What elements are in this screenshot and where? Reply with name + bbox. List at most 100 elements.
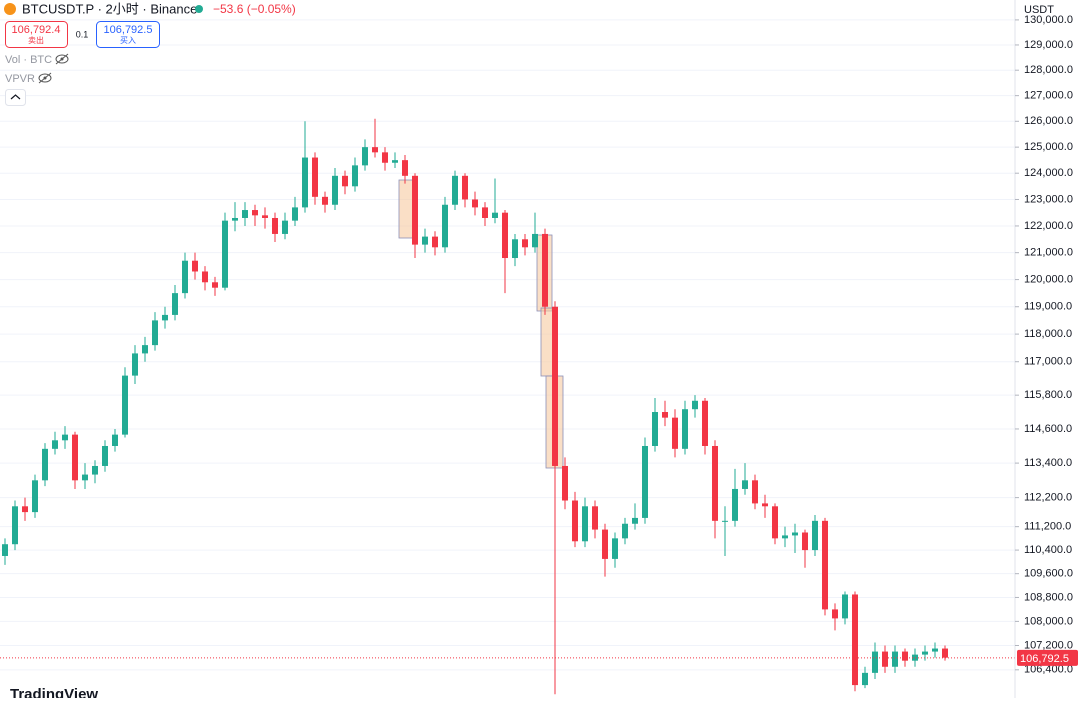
candle-body [302, 157, 308, 208]
candle-body [42, 448, 48, 481]
buy-label[interactable]: 买入 [120, 36, 136, 45]
candle-body [372, 147, 378, 153]
candle-body [492, 212, 498, 218]
candle-body [142, 345, 148, 354]
y-tick-label: 117,000.0 [1024, 356, 1072, 368]
eye-icon[interactable] [55, 53, 69, 65]
last-price-label: 106,792.5 [1020, 653, 1069, 665]
candle-body [622, 523, 628, 539]
candle-body [532, 233, 538, 248]
sell-button[interactable] [5, 21, 68, 48]
candle-body [612, 538, 618, 559]
candles [0, 118, 1015, 695]
candle-body [862, 672, 868, 686]
candle-body [462, 175, 468, 200]
candle-body [762, 503, 768, 507]
candle-body [22, 506, 28, 513]
candle-body [382, 152, 388, 163]
y-tick-label: 120,000.0 [1024, 273, 1073, 285]
candle-body [792, 532, 798, 536]
candle-body [822, 520, 828, 610]
buy-price[interactable]: 106,792.5 [104, 24, 153, 36]
candle-body [422, 236, 428, 245]
candle-body [482, 207, 488, 218]
y-tick-label: 119,000.0 [1024, 301, 1072, 313]
candle-body [902, 651, 908, 661]
collapse-button[interactable] [5, 89, 26, 106]
candle-body [332, 175, 338, 205]
candle-body [662, 412, 668, 418]
candle-body [442, 204, 448, 248]
y-tick-label: 113,400.0 [1024, 457, 1072, 469]
candle-body [272, 217, 278, 234]
sell-label[interactable]: 卖出 [28, 35, 44, 45]
candle-body [192, 260, 198, 272]
indicator[interactable]: VPVR [5, 73, 35, 85]
candle-body [152, 320, 158, 346]
candle-body [512, 239, 518, 259]
candle-body [242, 210, 248, 218]
candle-body [812, 520, 818, 551]
candle-body [732, 488, 738, 521]
symbol: BTCUSDT.P · 2小时 · Binance [22, 1, 197, 16]
highlight-boxes [398, 179, 564, 469]
sell-price[interactable]: 106,792.4 [12, 24, 61, 36]
candle-body [892, 651, 898, 667]
candle-body [602, 529, 608, 559]
candle-body [402, 160, 408, 176]
candle-body [932, 648, 938, 652]
candle-body [642, 445, 648, 518]
y-tick-label: 108,000.0 [1024, 615, 1073, 627]
eye-icon[interactable] [38, 72, 52, 84]
candle-body [362, 147, 368, 166]
candle-body [412, 175, 418, 245]
candle-body [742, 480, 748, 489]
y-tick-label: 125,000.0 [1024, 141, 1073, 153]
quantity: 0.1 [76, 29, 89, 39]
y-tick-label: 106,400.0 [1024, 664, 1073, 676]
y-tick-label: 114,600.0 [1024, 423, 1072, 435]
candle-body [502, 212, 508, 259]
candle-body [922, 651, 928, 655]
candle-body [592, 506, 598, 530]
highlight-box [398, 179, 415, 239]
y-tick-label: 109,600.0 [1024, 568, 1073, 580]
candle-body [182, 260, 188, 294]
y-tick-label: 112,200.0 [1024, 492, 1072, 504]
candle-body [562, 465, 568, 501]
change: −53.6 (−0.05%) [213, 2, 296, 16]
candle-body [572, 500, 578, 542]
candle-body [882, 651, 888, 667]
candle-body [212, 282, 218, 288]
candle-body [12, 506, 18, 545]
candle-body [872, 651, 878, 673]
candle-body [692, 400, 698, 410]
price-axis: 130,000.0 129,000.0 128,000.0 127,000.0 126,… [1014, 0, 1078, 698]
candle-body [782, 535, 788, 539]
buy-button[interactable] [96, 21, 160, 48]
y-tick-label: 129,000.0 [1024, 39, 1073, 51]
candle-body [52, 440, 58, 449]
collapse-icon[interactable] [10, 94, 21, 100]
candle-body [222, 220, 228, 288]
candle-body [832, 609, 838, 619]
indicator[interactable]: Vol · BTC [5, 54, 52, 66]
candle-body [472, 199, 478, 208]
y-tick-label: 108,800.0 [1024, 591, 1073, 603]
y-tick-label: 128,000.0 [1024, 64, 1073, 76]
candle-body [842, 594, 848, 619]
candle-body [32, 480, 38, 513]
y-tick-label: 118,000.0 [1024, 328, 1072, 340]
candle-body [72, 434, 78, 481]
candle-body [172, 293, 178, 315]
candle-body [342, 175, 348, 187]
candle-body [392, 160, 398, 163]
candle-body [632, 517, 638, 524]
currency: USDT [1024, 4, 1054, 16]
candle-body [102, 445, 108, 466]
candle-body [522, 239, 528, 248]
last-price-box [1017, 649, 1078, 666]
y-tick-label: 126,000.0 [1024, 115, 1073, 127]
y-tick-label: 121,000.0 [1024, 247, 1073, 259]
candle-body [652, 412, 658, 446]
